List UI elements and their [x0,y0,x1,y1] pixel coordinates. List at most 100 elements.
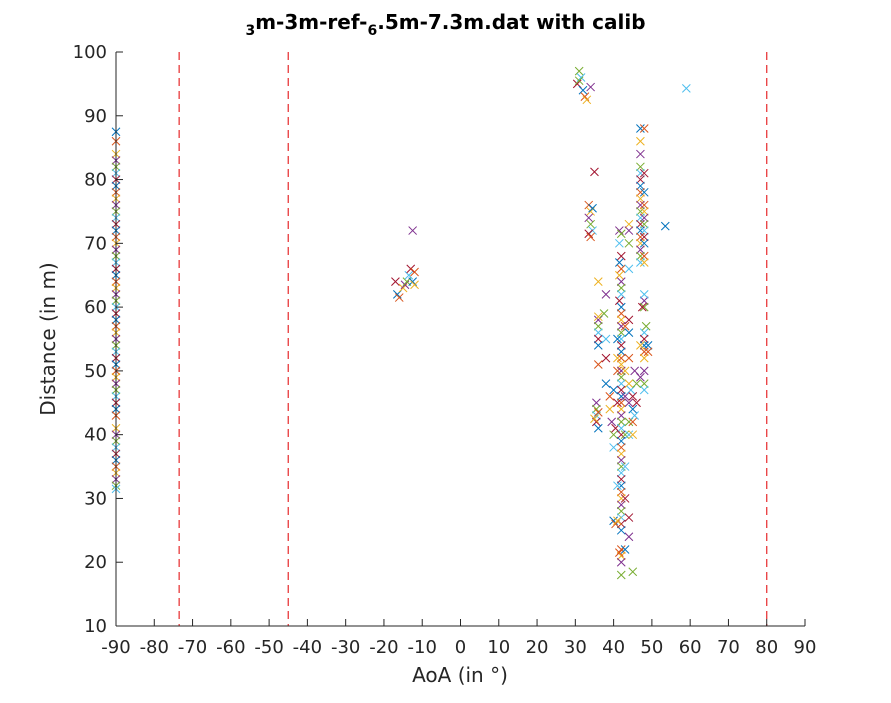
y-tick-label: 30 [84,488,107,509]
data-point [614,258,624,267]
data-point [639,334,649,344]
data-point [601,290,611,299]
data-point [624,226,634,235]
data-point [609,430,618,440]
data-point [601,353,611,363]
x-tick-label: -40 [293,637,322,658]
data-point [582,95,592,105]
data-point [609,385,618,395]
data-point [636,175,645,184]
data-point [593,277,603,286]
data-point [628,404,638,414]
data-point [639,379,649,388]
x-tick-label: 20 [526,637,549,658]
data-point [592,398,601,408]
data-point [394,293,404,302]
x-tick-label: 0 [455,637,466,658]
data-point [639,290,649,299]
data-point [613,481,622,491]
data-point [624,513,634,522]
data-point [636,251,645,261]
data-point [628,567,638,577]
data-point [574,76,584,86]
data-point [620,462,630,471]
data-point [628,417,638,427]
data-point [613,398,622,408]
data-point [616,430,626,440]
data-point [624,219,634,229]
data-point [636,162,645,172]
data-point [616,264,626,274]
data-point [616,328,626,337]
title-text: m-3m-ref- [255,10,368,34]
data-point [616,251,626,261]
data-point [636,181,645,191]
data-point [613,334,622,344]
y-tick-label: 60 [84,297,107,318]
data-point [639,238,649,248]
data-point [616,462,626,471]
data-point [639,207,649,216]
data-point [614,270,624,280]
reference-lines [178,52,768,626]
data-point [616,449,626,459]
data-point [605,404,615,414]
title-subscript: 3 [245,23,256,39]
data-point [614,238,624,248]
y-tick-label: 20 [84,552,107,573]
x-tick-label: -80 [140,637,169,658]
x-tick-label: -60 [216,637,245,658]
y-tick-label: 70 [84,233,107,254]
data-point [636,194,645,204]
data-point [637,302,647,312]
data-point [616,443,626,452]
data-point [574,66,584,76]
data-point [624,430,634,440]
data-point [639,296,649,306]
data-point [636,258,645,267]
data-point [590,414,599,424]
data-point [410,280,419,290]
data-point [607,417,617,427]
data-point [636,219,645,229]
data-point [636,124,645,133]
data-points [111,66,691,580]
data-point [616,423,626,433]
data-point [593,423,603,433]
data-point [636,232,645,242]
y-tick-label: 40 [84,425,107,446]
data-point [590,167,599,177]
data-point [601,334,611,344]
data-point [681,83,691,93]
data-point [616,334,626,344]
axes: -90 -80 -70 -60 -50 -40 -30 -20 -10 0 10 20 30 40 50 60… [73,42,817,658]
data-point [616,557,626,567]
data-point [616,481,626,491]
x-tick-label: -30 [331,637,360,658]
data-point [410,267,419,277]
data-point [616,302,626,312]
data-point [593,334,603,344]
data-point [404,270,414,280]
data-point [613,366,622,376]
data-point [639,328,649,337]
data-point [609,443,618,452]
data-point [593,312,603,322]
data-point [616,417,626,427]
data-point [616,379,626,388]
y-tick-label: 10 [84,616,107,637]
x-tick-label: -50 [254,637,283,658]
data-point [616,455,626,465]
data-point [624,532,634,542]
data-point [620,430,630,440]
data-point [624,315,634,325]
data-point [616,570,626,580]
data-point [636,207,645,216]
data-point [636,372,645,382]
data-point [616,290,626,299]
data-point [632,379,641,388]
x-tick-label: 40 [602,637,625,658]
data-point [636,136,645,146]
data-point [639,200,649,210]
